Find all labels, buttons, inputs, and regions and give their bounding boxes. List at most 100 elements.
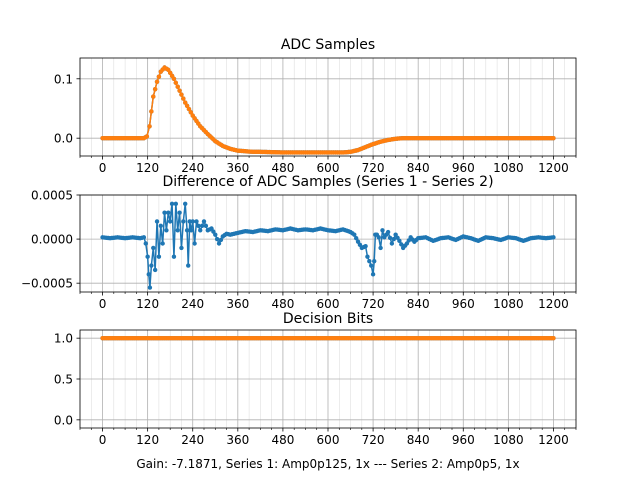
difference-series-1-point [214, 236, 220, 242]
difference-x-tick-label: 1200 [538, 297, 569, 311]
decision-bits-x-tick-label: 120 [136, 433, 159, 447]
adc-samples-series-2-point [149, 109, 154, 114]
adc-samples-x-tick-label: 600 [317, 161, 340, 175]
difference-series-1-point [175, 228, 180, 233]
difference-series-1-point [216, 241, 222, 246]
difference-series-1-point [184, 228, 190, 233]
adc-samples-x-tick-label: 360 [226, 161, 249, 175]
difference-series-1-point [378, 245, 383, 251]
difference-x-tick-label: 480 [271, 297, 294, 311]
decision-bits-x-tick-label: 840 [407, 433, 430, 447]
adc-samples-series-2-point [183, 100, 188, 105]
difference-series-1-point [367, 258, 372, 264]
difference-title: Difference of ADC Samples (Series 1 - Se… [162, 174, 493, 190]
difference-series-1-point [353, 236, 359, 241]
difference-series-1-point [370, 272, 376, 277]
adc-samples-series-2-point [177, 88, 182, 93]
difference-series-1-point [189, 228, 194, 233]
decision-bits-x-tick-label: 1200 [538, 433, 569, 447]
difference-series-1-point [154, 219, 160, 224]
difference-series-1-point [389, 241, 395, 246]
adc-samples-series-2-point [152, 86, 158, 92]
difference-series-1-point [158, 223, 163, 229]
decision-bits-x-tick-label: 960 [452, 433, 475, 447]
decision-bits-x-tick-label: 360 [226, 433, 249, 447]
decision-bits-y-tick-label: 0.5 [54, 373, 73, 387]
decision-bits-y-tick-label: 0.0 [54, 413, 73, 427]
difference-series-1-point [201, 219, 207, 224]
adc-samples-series-2-point [179, 92, 184, 97]
difference-series-1-point [156, 254, 162, 259]
difference-series-1-point [352, 232, 357, 237]
adc-samples-series-2-point [147, 124, 152, 129]
difference-y-tick-label: 0.0005 [31, 189, 73, 203]
difference-series-1-point [391, 236, 396, 242]
difference-series-1-point [147, 285, 153, 290]
adc-samples-series-2 [100, 65, 556, 155]
adc-samples-series-2-point [173, 80, 179, 85]
difference-series-1-point [397, 238, 402, 244]
adc-samples-x-tick-label: 240 [181, 161, 204, 175]
difference-series-1-point [213, 232, 218, 237]
adc-samples-series-2-point [181, 96, 186, 101]
difference-series-1-point [385, 229, 391, 235]
adc-samples-x-tick-label: 1080 [493, 161, 524, 175]
adc-samples-series-2-point [154, 79, 160, 84]
difference-series-1-point [387, 235, 393, 240]
difference-series-1-point [190, 219, 195, 224]
difference-x-tick-label: 720 [362, 297, 385, 311]
difference-series-1-point [198, 228, 203, 233]
adc-samples-series-2-point [171, 76, 177, 81]
adc-samples-series-2-point [144, 134, 150, 139]
difference-series-1-point [380, 228, 385, 233]
difference-series-1 [100, 201, 556, 290]
difference-y-tick-label: −0.0005 [21, 277, 73, 291]
decision-bits-x-tick-label: 720 [362, 433, 385, 447]
adc-samples-x-tick-label: 480 [271, 161, 294, 175]
decision-bits-panel: Decision Bits 0 120 240 360 480 600 720 840 960 1… [54, 311, 577, 447]
adc-samples-panel: ADC Samples 0 120 240 360 480 600 720 840 960 108… [54, 37, 577, 175]
difference-x-tick-label: 1080 [493, 297, 524, 311]
adc-samples-x-tick-label: 1200 [538, 161, 569, 175]
adc-samples-x-tick-label: 120 [136, 161, 159, 175]
adc-samples-series-2-point [156, 74, 162, 79]
difference-series-1-point [551, 235, 556, 240]
difference-x-tick-label: 120 [136, 297, 159, 311]
decision-bits-x-tick-label: 1080 [493, 433, 524, 447]
difference-series-1-point [187, 219, 192, 224]
difference-series-1-point [196, 223, 201, 229]
difference-series-1-point [218, 237, 224, 243]
adc-samples-axes-frame [79, 57, 577, 157]
difference-series-1-point [363, 243, 368, 249]
difference-series-1-point [171, 254, 177, 259]
difference-series-1-point [194, 219, 199, 224]
difference-series-1-point [173, 201, 179, 207]
difference-series-1-point [181, 219, 186, 224]
difference-series-1-point [152, 267, 158, 273]
adc-samples-series-2-point [551, 135, 556, 141]
difference-series-1-point [186, 263, 191, 268]
difference-series-1-point [143, 241, 148, 246]
difference-series-1-point [199, 223, 205, 229]
difference-y-tick-label: 0.0000 [31, 233, 73, 247]
difference-x-tick-label: 960 [452, 297, 475, 311]
difference-series-1-point [151, 245, 156, 251]
decision-bits-x-tick-label: 0 [99, 433, 107, 447]
decision-bits-title: Decision Bits [283, 311, 373, 327]
decision-bits-y-tick-label: 1.0 [54, 332, 73, 346]
adc-samples-series-2-point [186, 106, 192, 112]
difference-series-1-point [166, 210, 171, 215]
difference-series-1-point [146, 272, 151, 277]
difference-series-1-point [162, 210, 167, 215]
difference-series-1-point [160, 241, 165, 246]
figure-xlabel: Gain: -7.1871, Series 1: Amp0p125, 1x --… [136, 457, 519, 471]
decision-bits-series-2 [100, 335, 556, 341]
decision-bits-axes-frame [79, 329, 577, 429]
difference-series-1-point [203, 223, 209, 229]
adc-samples-x-tick-label: 720 [362, 161, 385, 175]
adc-samples-series-2-point [151, 94, 156, 99]
adc-samples-y-tick-label: 0.1 [54, 72, 73, 86]
decision-bits-x-tick-label: 240 [181, 433, 204, 447]
adc-samples-series-2-point [188, 110, 194, 115]
